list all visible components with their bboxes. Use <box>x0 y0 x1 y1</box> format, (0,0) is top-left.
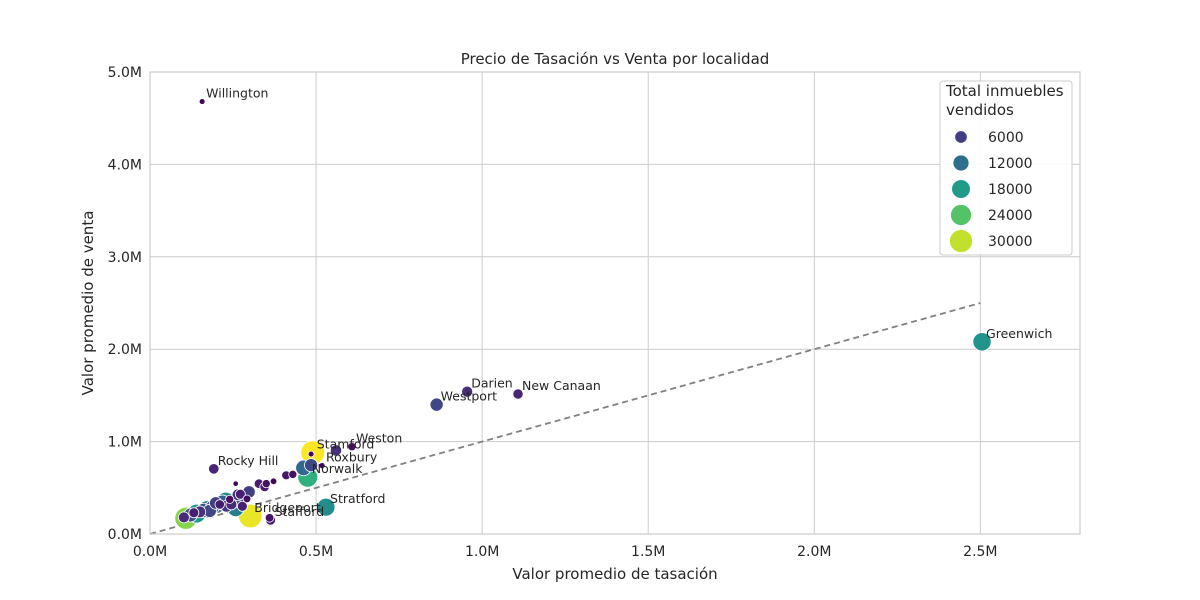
x-axis-title: Valor promedio de tasación <box>512 565 717 583</box>
data-point <box>461 385 474 398</box>
data-point <box>347 442 357 452</box>
y-tick-label: 3.0M <box>108 250 142 266</box>
data-point <box>188 507 200 519</box>
legend-label: 12000 <box>988 156 1033 172</box>
reference-line-group <box>149 302 981 535</box>
data-point <box>261 479 271 489</box>
y-tick-label: 2.0M <box>108 342 142 358</box>
point-annotation: Stamford <box>317 437 375 452</box>
data-point <box>972 332 992 352</box>
point-annotation: Willington <box>206 86 268 101</box>
y-axis-title: Valor promedio de venta <box>79 211 97 396</box>
reference-line <box>149 302 981 535</box>
x-tick-label: 0.0M <box>133 544 167 560</box>
data-point <box>236 500 248 512</box>
x-tick-label: 2.5M <box>963 544 997 560</box>
y-tick-labels: 0.0M 1.0M 2.0M 3.0M 4.0M 5.0M <box>108 65 142 543</box>
y-tick-label: 4.0M <box>108 157 142 173</box>
legend-label: 30000 <box>988 234 1033 250</box>
data-point <box>304 458 319 473</box>
point-annotation: Norwalk <box>312 461 363 476</box>
legend-title-line-1: Total inmuebles <box>945 82 1064 100</box>
chart-title: Precio de Tasación vs Venta por localida… <box>461 50 770 68</box>
data-point <box>264 513 275 523</box>
data-point <box>225 494 235 504</box>
y-tick-label: 0.0M <box>108 527 142 543</box>
data-point <box>316 497 336 517</box>
legend-marker <box>952 154 970 172</box>
data-point <box>198 98 206 105</box>
point-annotation: Roxbury <box>326 450 378 465</box>
legend-entries: 6000 12000 18000 24000 30000 <box>949 130 1033 253</box>
x-tick-label: 0.5M <box>299 544 333 560</box>
legend-label: 24000 <box>988 208 1033 224</box>
y-tick-label: 1.0M <box>108 435 142 451</box>
data-point <box>288 469 298 479</box>
point-annotation: Westport <box>441 389 497 404</box>
legend-label: 6000 <box>988 130 1024 146</box>
point-annotation: Greenwich <box>986 326 1052 341</box>
legend-label: 18000 <box>988 182 1033 198</box>
data-point <box>269 477 278 486</box>
point-annotations: Willington Greenwich Darien New Canaan Westp… <box>206 86 1052 520</box>
point-annotation: New Canaan <box>522 378 601 393</box>
legend-title-line-2: vendidos <box>946 101 1014 119</box>
legend-box <box>939 80 1073 256</box>
point-annotation: Weston <box>356 431 402 446</box>
legend: Total inmuebles vendidos 6000 12000 18000 2… <box>939 80 1073 256</box>
point-annotation: Darien <box>471 376 513 391</box>
data-point <box>512 388 524 400</box>
data-point <box>214 499 225 510</box>
data-point <box>307 450 315 458</box>
x-tick-label: 1.5M <box>631 544 665 560</box>
data-point <box>177 511 190 524</box>
plot-frame <box>149 71 1081 535</box>
data-point <box>329 444 343 457</box>
y-tick-label: 5.0M <box>108 65 142 81</box>
data-point <box>242 494 252 504</box>
data-points <box>174 98 992 530</box>
data-point <box>208 463 220 475</box>
point-annotation: Stratford <box>330 491 385 506</box>
x-tick-label: 2.0M <box>797 544 831 560</box>
point-annotation: Stafford <box>275 504 325 519</box>
x-tick-label: 1.0M <box>465 544 499 560</box>
data-point <box>232 480 239 487</box>
legend-marker <box>951 179 971 199</box>
legend-marker <box>954 130 968 144</box>
x-tick-labels: 0.0M 0.5M 1.0M 1.5M 2.0M 2.5M <box>133 544 998 560</box>
data-point <box>234 488 246 500</box>
data-point <box>318 462 326 470</box>
point-annotation: Rocky Hill <box>218 453 279 468</box>
data-point <box>429 397 444 412</box>
legend-marker <box>950 204 972 226</box>
point-annotation: Bridgeport <box>254 500 320 515</box>
legend-marker <box>949 229 973 253</box>
